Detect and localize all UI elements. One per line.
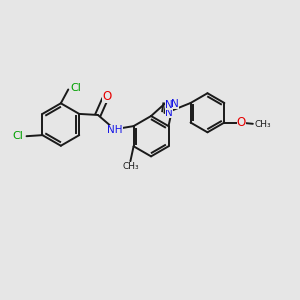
Text: Cl: Cl [12, 131, 23, 141]
Text: O: O [102, 90, 111, 103]
Text: NH: NH [107, 125, 123, 136]
Text: N: N [171, 99, 179, 109]
Text: CH₃: CH₃ [122, 162, 139, 171]
Text: O: O [237, 116, 246, 129]
Text: N: N [165, 100, 172, 110]
Text: N: N [165, 108, 173, 118]
Text: Cl: Cl [70, 83, 81, 93]
Text: CH₃: CH₃ [254, 120, 271, 129]
